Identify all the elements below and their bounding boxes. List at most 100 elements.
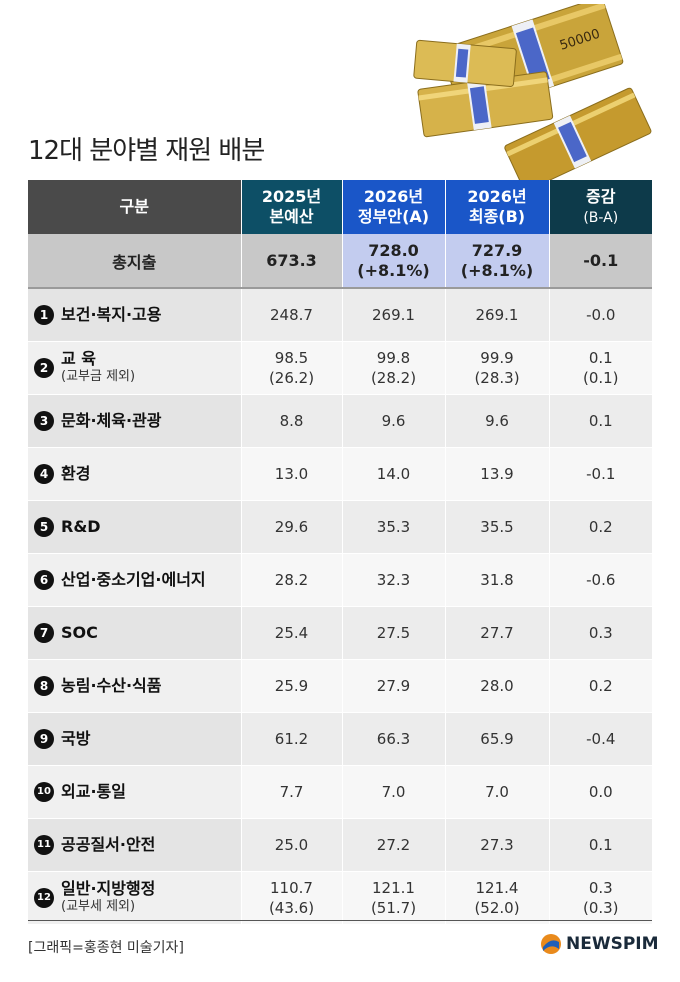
row-label: 6 산업·중소기업·에너지 bbox=[28, 553, 241, 607]
row-label-sub: (교부세 제외) bbox=[61, 899, 136, 914]
row-number-badge: 3 bbox=[34, 411, 54, 431]
total-diff: -0.1 bbox=[548, 234, 652, 289]
row-label-sub: (교부금 제외) bbox=[61, 369, 136, 384]
row-label-text: 공공질서·안전 bbox=[61, 835, 156, 854]
cell-gov: 9.6 bbox=[341, 394, 445, 448]
table-row: 2 교 육 (교부금 제외) 98.5 (26.2) 99.8 (28.2) 99.9 (28.… bbox=[28, 341, 652, 395]
cell-gov: 27.2 bbox=[341, 818, 445, 872]
cell-gov: 27.9 bbox=[341, 659, 445, 713]
header-final: 2026년 최종(B) bbox=[444, 180, 549, 234]
logo-text: NEWSPIM bbox=[566, 934, 659, 954]
cell-gov: 35.3 bbox=[341, 500, 445, 554]
banknote-stack-illustration: 50000 bbox=[413, 4, 652, 192]
cell-diff: 0.1 bbox=[548, 818, 652, 872]
row-label-text: 교 육 (교부금 제외) bbox=[61, 349, 136, 385]
header-gov: 2026년 정부안(A) bbox=[341, 180, 445, 234]
cell-diff: -0.4 bbox=[548, 712, 652, 766]
table-row: 5 R&D 29.6 35.3 35.5 0.2 bbox=[28, 500, 652, 554]
table-row: 6 산업·중소기업·에너지 28.2 32.3 31.8 -0.6 bbox=[28, 553, 652, 607]
row-label-text: 외교·통일 bbox=[61, 782, 126, 801]
cell-final: 65.9 bbox=[444, 712, 549, 766]
cell-2025: 248.7 bbox=[240, 287, 342, 342]
row-label-text: 보건·복지·고용 bbox=[61, 305, 162, 324]
budget-table: 구분 2025년 본예산 2026년 정부안(A) 2026년 최종(B) 증감 (B-… bbox=[28, 180, 652, 924]
cell-2025: 8.8 bbox=[240, 394, 342, 448]
cell-2025: 28.2 bbox=[240, 553, 342, 607]
cell-diff: 0.1 (0.1) bbox=[548, 341, 652, 395]
table-row: 4 환경 13.0 14.0 13.9 -0.1 bbox=[28, 447, 652, 501]
cell-diff: -0.0 bbox=[548, 287, 652, 342]
table-row: 9 국방 61.2 66.3 65.9 -0.4 bbox=[28, 712, 652, 766]
row-label-text: 일반·지방행정 (교부세 제외) bbox=[61, 879, 156, 915]
table-row: 11 공공질서·안전 25.0 27.2 27.3 0.1 bbox=[28, 818, 652, 872]
cell-gov: 32.3 bbox=[341, 553, 445, 607]
row-number-badge: 4 bbox=[34, 464, 54, 484]
cell-final: 27.3 bbox=[444, 818, 549, 872]
cell-gov: 27.5 bbox=[341, 606, 445, 660]
row-label: 7 SOC bbox=[28, 606, 241, 660]
cell-diff: -0.1 bbox=[548, 447, 652, 501]
row-label: 10 외교·통일 bbox=[28, 765, 241, 819]
cell-2025: 25.4 bbox=[240, 606, 342, 660]
table-row: 1 보건·복지·고용 248.7 269.1 269.1 -0.0 bbox=[28, 287, 652, 342]
row-label: 1 보건·복지·고용 bbox=[28, 287, 241, 342]
table-row: 3 문화·체육·관광 8.8 9.6 9.6 0.1 bbox=[28, 394, 652, 448]
table-row: 7 SOC 25.4 27.5 27.7 0.3 bbox=[28, 606, 652, 660]
row-label: 9 국방 bbox=[28, 712, 241, 766]
row-label: 5 R&D bbox=[28, 500, 241, 554]
cell-final: 7.0 bbox=[444, 765, 549, 819]
cell-diff: 0.0 bbox=[548, 765, 652, 819]
row-label-text: 국방 bbox=[61, 729, 91, 748]
cell-diff: 0.2 bbox=[548, 659, 652, 713]
row-number-badge: 10 bbox=[34, 782, 54, 802]
table-header-row: 구분 2025년 본예산 2026년 정부안(A) 2026년 최종(B) 증감 (B-… bbox=[28, 180, 652, 234]
row-label: 3 문화·체육·관광 bbox=[28, 394, 241, 448]
cell-final: 31.8 bbox=[444, 553, 549, 607]
cell-2025: 7.7 bbox=[240, 765, 342, 819]
total-gov: 728.0 (+8.1%) bbox=[341, 234, 445, 289]
row-label-text: SOC bbox=[61, 623, 98, 642]
row-label: 12 일반·지방행정 (교부세 제외) bbox=[28, 871, 241, 924]
row-number-badge: 8 bbox=[34, 676, 54, 696]
cell-final: 269.1 bbox=[444, 287, 549, 342]
row-number-badge: 11 bbox=[34, 835, 54, 855]
row-label: 2 교 육 (교부금 제외) bbox=[28, 341, 241, 395]
cell-final: 121.4 (52.0) bbox=[444, 871, 549, 924]
total-row: 총지출 673.3 728.0 (+8.1%) 727.9 (+8.1%) -0.1 bbox=[28, 234, 652, 289]
total-final: 727.9 (+8.1%) bbox=[444, 234, 549, 289]
graphic-credit: [그래픽=홍종현 미술기자] bbox=[28, 940, 184, 956]
cell-diff: 0.3 bbox=[548, 606, 652, 660]
cell-gov: 99.8 (28.2) bbox=[341, 341, 445, 395]
row-label-text: 환경 bbox=[61, 464, 91, 483]
row-number-badge: 5 bbox=[34, 517, 54, 537]
cell-gov: 7.0 bbox=[341, 765, 445, 819]
cell-final: 13.9 bbox=[444, 447, 549, 501]
cell-2025: 61.2 bbox=[240, 712, 342, 766]
header-2025: 2025년 본예산 bbox=[240, 180, 342, 234]
row-number-badge: 9 bbox=[34, 729, 54, 749]
row-number-badge: 6 bbox=[34, 570, 54, 590]
row-label: 8 농림·수산·식품 bbox=[28, 659, 241, 713]
cell-diff: -0.6 bbox=[548, 553, 652, 607]
cell-2025: 25.0 bbox=[240, 818, 342, 872]
row-label-text: 문화·체육·관광 bbox=[61, 411, 162, 430]
newspim-logo: NEWSPIM bbox=[540, 933, 659, 955]
newspim-logo-icon bbox=[541, 934, 561, 954]
cell-final: 27.7 bbox=[444, 606, 549, 660]
row-label-text: 농림·수산·식품 bbox=[61, 676, 162, 695]
table-row: 12 일반·지방행정 (교부세 제외) 110.7 (43.6) 121.1 (51.7) 1… bbox=[28, 871, 652, 924]
cell-gov: 14.0 bbox=[341, 447, 445, 501]
cell-2025: 13.0 bbox=[240, 447, 342, 501]
bottom-divider bbox=[28, 920, 652, 921]
cell-2025: 25.9 bbox=[240, 659, 342, 713]
row-label: 11 공공질서·안전 bbox=[28, 818, 241, 872]
header-label: 구분 bbox=[28, 180, 241, 234]
total-label: 총지출 bbox=[28, 234, 241, 289]
cell-gov: 66.3 bbox=[341, 712, 445, 766]
cell-diff: 0.1 bbox=[548, 394, 652, 448]
cell-2025: 29.6 bbox=[240, 500, 342, 554]
header-diff: 증감 (B-A) bbox=[548, 180, 652, 234]
cell-diff: 0.3 (0.3) bbox=[548, 871, 652, 924]
cell-diff: 0.2 bbox=[548, 500, 652, 554]
row-number-badge: 7 bbox=[34, 623, 54, 643]
